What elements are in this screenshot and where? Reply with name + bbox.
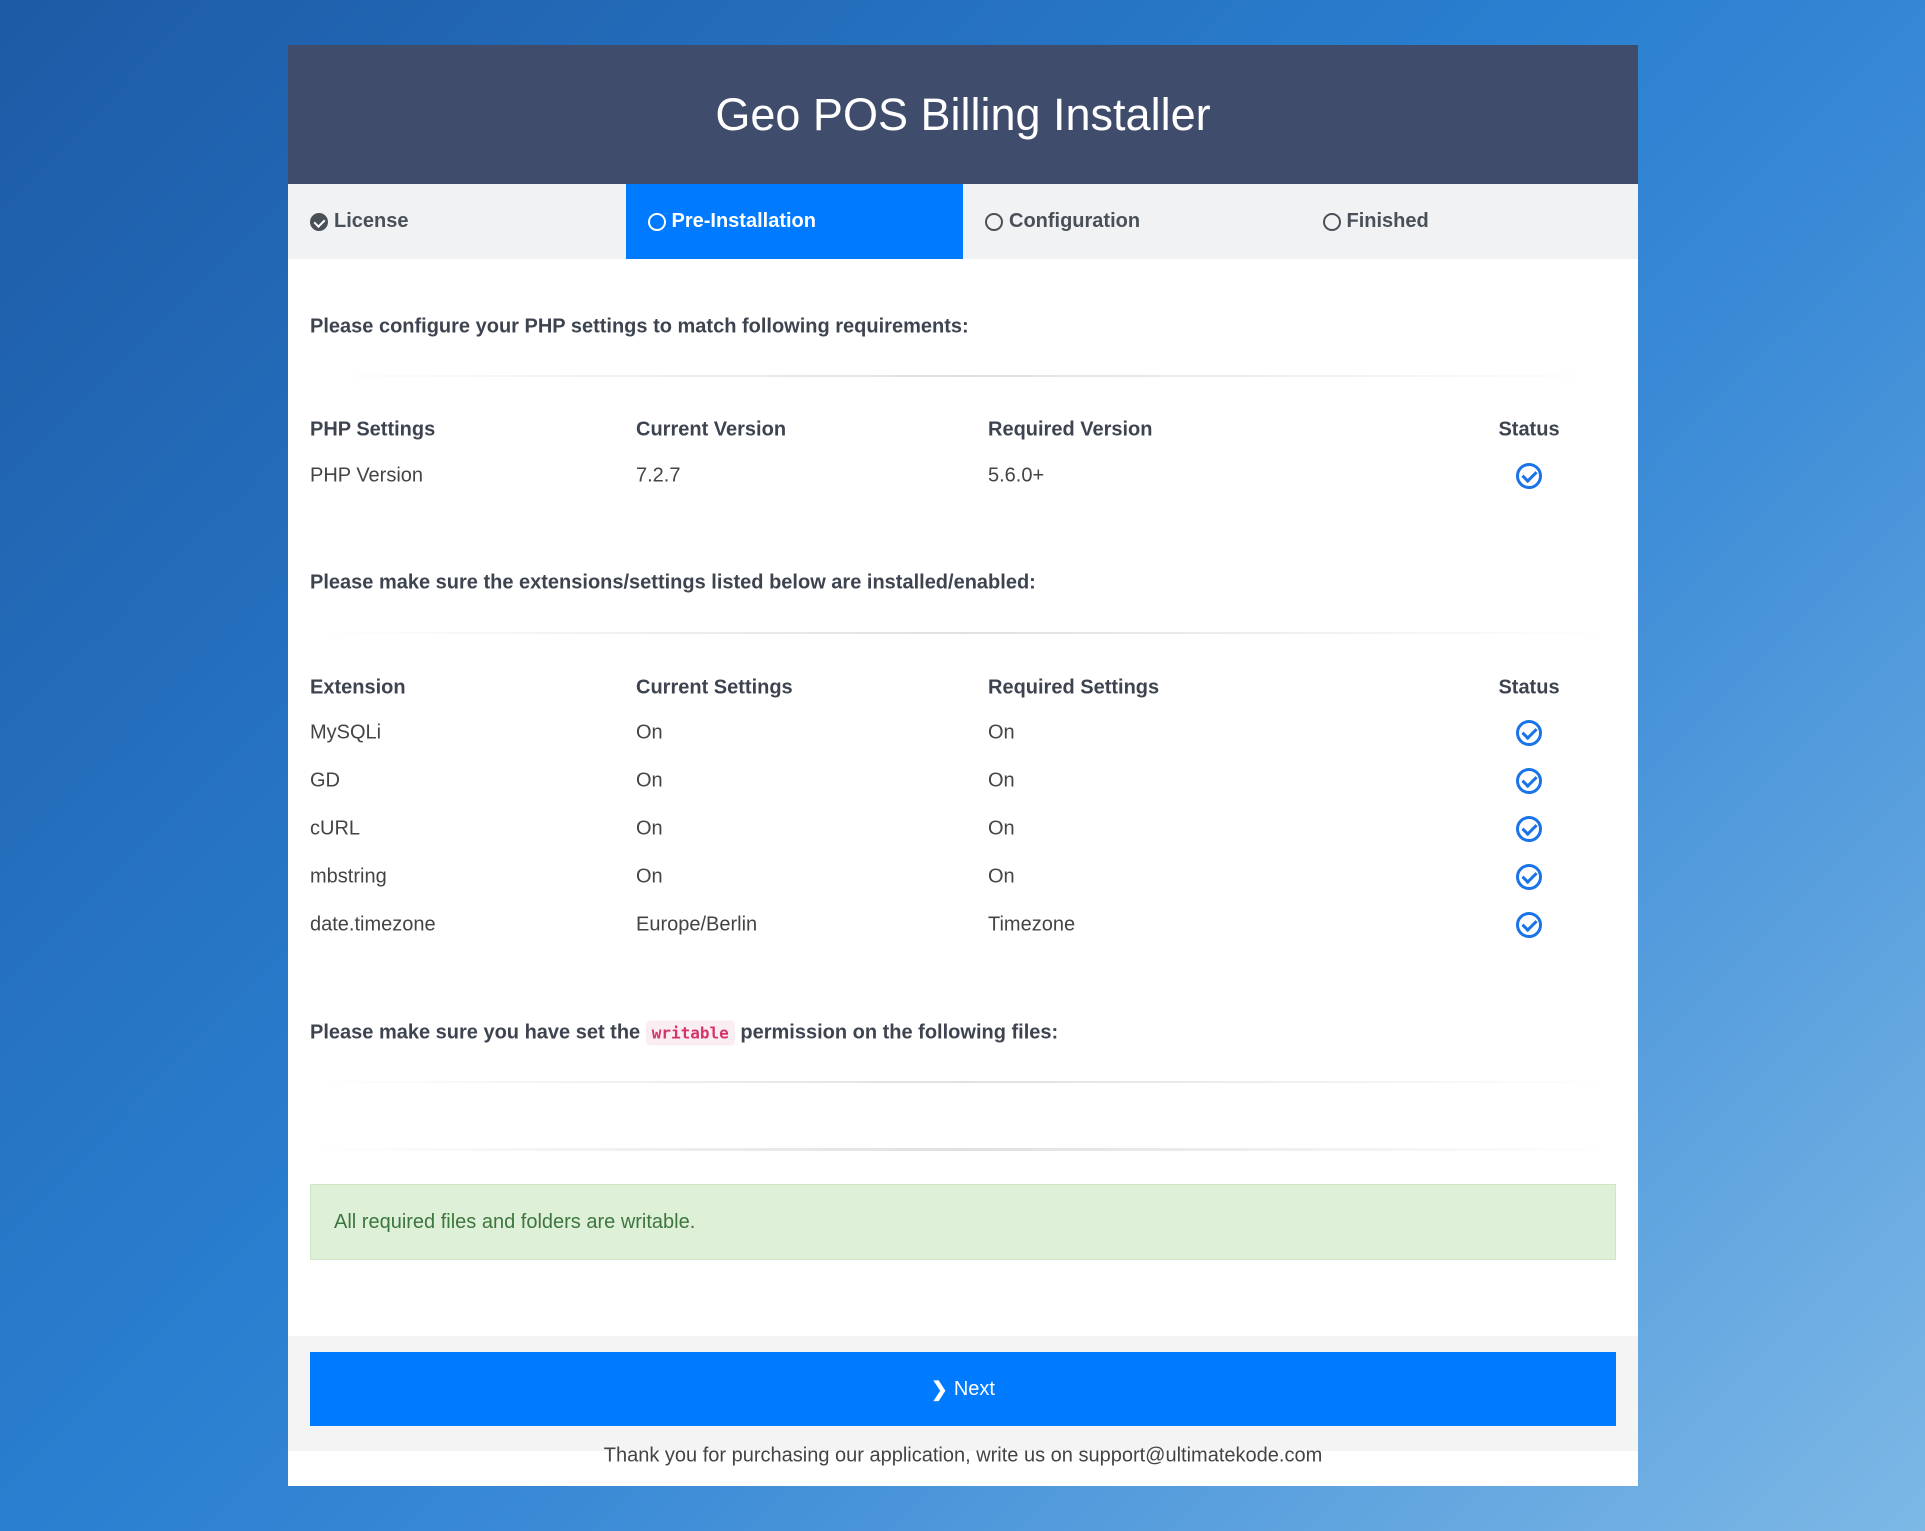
col-header: Current Settings — [636, 676, 793, 699]
perm-text: Please make sure you have set the — [310, 1021, 641, 1044]
check-circle-icon — [1516, 768, 1542, 794]
php-heading: Please configure your PHP settings to ma… — [310, 315, 969, 338]
col-header: Current Version — [636, 418, 787, 441]
tab-label: License — [334, 210, 409, 232]
ext-heading: Please make sure the extensions/settings… — [310, 571, 1036, 594]
permission-heading: Please make sure you have set the writab… — [310, 1020, 1059, 1046]
extension-required: On — [988, 769, 1015, 792]
php-current: 7.2.7 — [636, 464, 681, 487]
extension-name: GD — [310, 769, 340, 792]
col-header: Required Settings — [988, 676, 1160, 699]
installer-title: Geo POS Billing Installer — [288, 45, 1638, 184]
check-circle-icon — [1516, 463, 1542, 489]
divider — [310, 1081, 1616, 1083]
col-header: Extension — [310, 676, 406, 699]
extension-name: cURL — [310, 817, 361, 840]
col-header: Required Version — [988, 418, 1153, 441]
tab-label: Pre-Installation — [671, 210, 816, 232]
divider — [310, 632, 1616, 634]
check-circle-icon — [1516, 720, 1542, 746]
tab-finished[interactable]: Finished — [1301, 184, 1639, 259]
extension-name: date.timezone — [310, 913, 436, 936]
success-alert: All required files and folders are writa… — [310, 1184, 1616, 1260]
divider — [310, 1148, 1616, 1151]
check-circle-icon — [310, 212, 328, 231]
php-required: 5.6.0+ — [988, 464, 1045, 487]
chevron-right-icon: ❯ — [931, 1378, 948, 1401]
circle-icon — [647, 212, 666, 231]
extension-current: On — [636, 817, 663, 840]
extension-current: On — [636, 721, 663, 744]
tab-configuration[interactable]: Configuration — [963, 184, 1301, 259]
extension-required: On — [988, 865, 1015, 888]
divider — [310, 375, 1616, 377]
extension-current: On — [636, 865, 663, 888]
tab-label: Configuration — [1009, 210, 1141, 232]
circle-icon — [985, 212, 1003, 231]
tab-label: Finished — [1346, 210, 1429, 232]
col-header: Status — [1498, 676, 1560, 699]
check-circle-icon — [1516, 864, 1542, 890]
extension-current: On — [636, 769, 663, 792]
step-tabs: License Pre-Installation Configuration F… — [288, 184, 1638, 259]
tab-license[interactable]: License — [288, 184, 626, 259]
tab-pre-installation[interactable]: Pre-Installation — [625, 184, 963, 259]
check-circle-icon — [1516, 912, 1542, 938]
check-circle-icon — [1516, 816, 1542, 842]
installer-panel: Geo POS Billing Installer License Pre-In… — [288, 45, 1638, 1486]
next-label: Next — [953, 1377, 995, 1400]
circle-icon — [1322, 212, 1341, 231]
col-header: PHP Settings — [310, 418, 436, 441]
extension-required: On — [988, 721, 1015, 744]
extension-required: Timezone — [988, 913, 1076, 936]
next-button[interactable]: ❯ Next — [310, 1352, 1616, 1426]
extension-name: MySQLi — [310, 721, 382, 744]
writable-code: writable — [645, 1020, 735, 1046]
col-header: Status — [1498, 418, 1560, 441]
php-setting-name: PHP Version — [310, 464, 424, 487]
extension-name: mbstring — [310, 865, 387, 888]
extension-current: Europe/Berlin — [636, 913, 758, 936]
footer-text: Thank you for purchasing our application… — [603, 1444, 1323, 1467]
perm-text: permission on the following files: — [740, 1021, 1059, 1044]
extension-required: On — [988, 817, 1015, 840]
